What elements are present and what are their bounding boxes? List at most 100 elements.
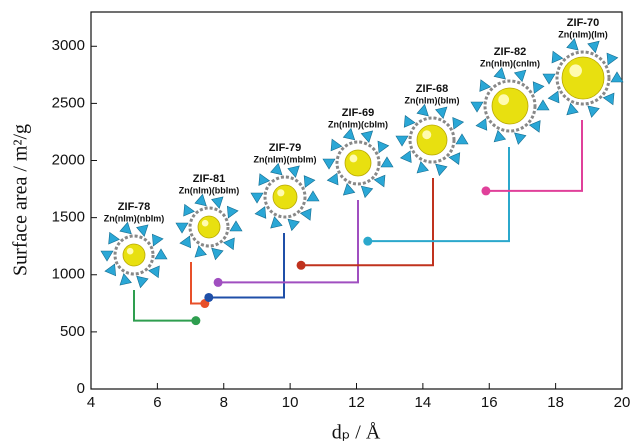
zif-structure	[323, 128, 393, 198]
zif-formula: Zn(nIm)(mbIm)	[254, 154, 317, 164]
connector	[218, 200, 358, 282]
data-point	[297, 261, 306, 270]
tetrahedron	[611, 72, 623, 82]
zif-structure	[396, 104, 468, 176]
y-tick-label: 2500	[52, 94, 85, 111]
y-tick-label: 1000	[52, 266, 85, 283]
tetrahedron	[224, 234, 240, 249]
tetrahedron	[548, 91, 564, 106]
tetrahedron	[195, 246, 208, 261]
zif-structure	[543, 38, 623, 118]
tetrahedron	[135, 222, 148, 237]
pore-sphere	[273, 185, 297, 209]
tetrahedron	[588, 103, 601, 118]
zif-name: ZIF-79	[269, 142, 301, 154]
highlight	[202, 220, 209, 227]
data-point	[363, 237, 372, 246]
pore-sphere	[562, 57, 604, 99]
highlight	[498, 94, 509, 105]
tetrahedron	[271, 217, 284, 232]
zif-structure	[251, 163, 319, 231]
tetrahedron	[137, 273, 150, 288]
tetrahedron	[120, 274, 133, 289]
tetrahedron	[434, 104, 447, 119]
tetrahedron	[529, 117, 545, 132]
tetrahedron	[494, 130, 507, 145]
tetrahedron	[149, 262, 165, 277]
tetrahedron	[543, 74, 555, 84]
data-point	[481, 186, 490, 195]
zif-name: ZIF-81	[193, 173, 225, 185]
zif-formula: Zn(nIm)(Im)	[558, 29, 608, 39]
zif-name: ZIF-70	[567, 17, 599, 29]
chart: Surface area / m²/g dₚ / Å 4681012141618…	[0, 0, 634, 448]
x-tick-label: 20	[614, 394, 631, 411]
tetrahedron	[269, 163, 282, 178]
pore-sphere	[345, 150, 371, 176]
tetrahedron	[251, 193, 263, 203]
tetrahedron	[359, 128, 372, 143]
x-tick-label: 18	[547, 394, 564, 411]
connector	[134, 290, 196, 321]
tetrahedron	[373, 138, 389, 153]
tetrahedron	[492, 68, 505, 83]
zif-formula: Zn(nIm)(cbIm)	[328, 119, 388, 129]
tetrahedron	[176, 223, 188, 233]
zif-name: ZIF-82	[494, 46, 526, 58]
tetrahedron	[155, 249, 167, 259]
tetrahedron	[565, 39, 578, 54]
y-tick-label: 1500	[52, 209, 85, 226]
tetrahedron	[515, 130, 528, 145]
highlight	[277, 189, 284, 196]
tetrahedron	[179, 204, 195, 219]
tetrahedron	[417, 162, 430, 177]
tetrahedron	[436, 161, 449, 176]
zif-formula: Zn(nIm)(nbIm)	[104, 213, 164, 223]
tetrahedron	[230, 221, 242, 231]
tetrahedron	[537, 100, 549, 110]
tetrahedron	[255, 207, 271, 222]
tetrahedron	[361, 183, 374, 198]
pore-sphere	[198, 216, 220, 238]
connector	[486, 120, 582, 191]
x-tick-label: 14	[415, 394, 432, 411]
x-axis-label: dₚ / Å	[332, 422, 381, 444]
tetrahedron	[210, 194, 223, 209]
tetrahedron	[396, 136, 408, 146]
x-tick-label: 16	[481, 394, 498, 411]
tetrahedron	[603, 90, 619, 105]
y-tick-label: 2000	[52, 151, 85, 168]
tetrahedron	[212, 245, 225, 260]
tetrahedron	[118, 222, 131, 237]
zif-formula: Zn(nIm)(bbIm)	[179, 185, 239, 195]
data-point	[191, 316, 200, 325]
y-tick-label: 500	[60, 323, 85, 340]
tetrahedron	[341, 128, 354, 143]
zif-formula: Zn(nIm)(cnIm)	[480, 58, 540, 68]
tetrahedron	[286, 163, 299, 178]
zif-name: ZIF-78	[118, 201, 150, 213]
y-axis-label: Surface area / m²/g	[10, 124, 32, 276]
x-tick-label: 8	[220, 394, 228, 411]
y-tick-label: 0	[77, 380, 85, 397]
tetrahedron	[343, 184, 356, 199]
tetrahedron	[415, 105, 428, 120]
tetrahedron	[381, 157, 393, 167]
zif-name: ZIF-69	[342, 107, 374, 119]
zif-structure	[471, 67, 549, 145]
pore-sphere	[492, 88, 528, 124]
tetrahedron	[323, 159, 335, 169]
data-point	[204, 293, 213, 302]
tetrahedron	[307, 191, 319, 201]
tetrahedron	[101, 251, 113, 261]
tetrahedron	[104, 232, 120, 247]
y-tick-label: 3000	[52, 37, 85, 54]
tetrahedron	[471, 102, 483, 112]
x-tick-label: 10	[282, 394, 299, 411]
x-tick-label: 4	[87, 394, 95, 411]
connector	[191, 262, 205, 304]
tetrahedron	[567, 103, 580, 118]
x-tick-label: 12	[348, 394, 365, 411]
tetrahedron	[448, 114, 464, 129]
highlight	[422, 130, 431, 139]
